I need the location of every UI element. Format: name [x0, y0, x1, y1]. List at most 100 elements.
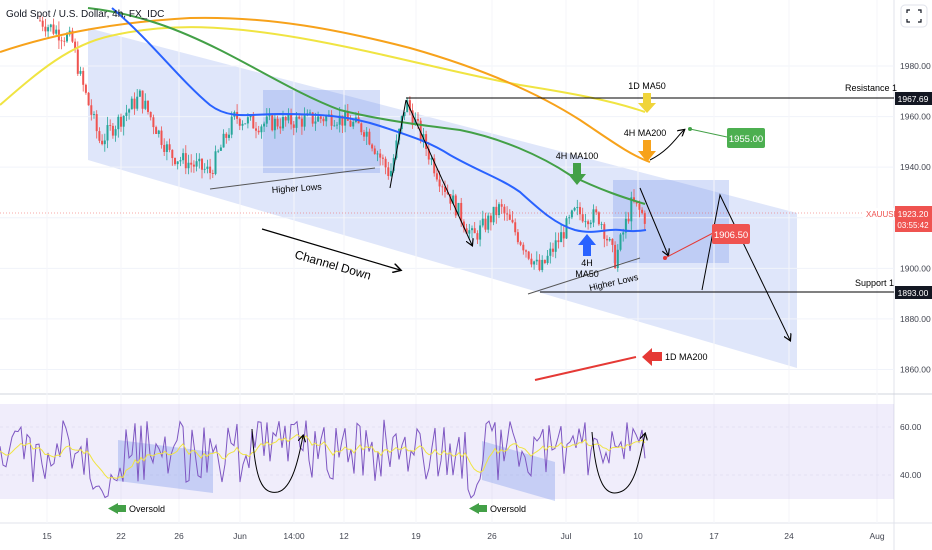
candle-body	[508, 214, 511, 220]
candle-body	[87, 92, 90, 106]
oversold-arrow-tail-1	[118, 505, 126, 512]
candle-body	[395, 140, 398, 158]
price-grid	[0, 65, 894, 370]
candle-body	[411, 110, 414, 126]
time-tick-label: 12	[339, 531, 349, 541]
candle-body	[144, 100, 147, 109]
candle-body	[457, 202, 460, 216]
candle-body	[533, 261, 536, 265]
swing-down-arrow	[405, 99, 472, 245]
ma-1d50-line	[0, 26, 646, 113]
ma-4h50-line	[111, 7, 647, 233]
candle-body	[184, 153, 187, 169]
candle-body	[473, 228, 476, 234]
candle-body	[422, 134, 425, 140]
candle-body	[500, 204, 503, 207]
fullscreen-icon[interactable]	[900, 4, 928, 28]
candle-body	[165, 144, 168, 152]
time-tick-label: 26	[174, 531, 184, 541]
candle-body	[481, 218, 484, 226]
candle-body	[49, 24, 52, 28]
higher-lows-label-1: Higher Lows	[271, 181, 322, 194]
rsi-curve-2	[591, 432, 645, 494]
candle-body	[317, 116, 320, 122]
projection-value: 1906.50	[714, 230, 748, 241]
ma-4h200-line	[0, 16, 651, 163]
last-price-badge	[895, 206, 932, 232]
candle-body	[174, 158, 176, 165]
rsi-line	[0, 419, 646, 499]
candle-body	[581, 214, 584, 222]
oversold-label-2: Oversold	[490, 504, 526, 514]
candle-body	[579, 207, 581, 215]
candle-body	[157, 130, 160, 135]
ma-4h50-label-2: MA50	[575, 269, 599, 279]
candle-body	[217, 150, 220, 152]
candle-body	[263, 123, 266, 127]
candle-body	[257, 130, 260, 133]
rsi-tick-label: 40.00	[900, 470, 922, 480]
time-tick-label: 19	[411, 531, 421, 541]
candle-body	[441, 186, 444, 188]
candle-body	[387, 167, 390, 176]
price-tick-label: 1940.00	[900, 162, 931, 172]
candle-body	[627, 218, 630, 222]
candle-body	[152, 117, 155, 128]
candle-body	[516, 232, 519, 243]
candle-body	[39, 20, 41, 22]
candle-body	[568, 217, 571, 219]
candle-body	[333, 125, 336, 127]
candle-body	[74, 41, 77, 50]
candle-body	[597, 212, 600, 225]
candle-body	[363, 132, 365, 137]
candle-body	[541, 259, 544, 271]
candle-body	[295, 116, 298, 128]
candle-body	[641, 209, 644, 214]
ma-1d50-label: 1D MA50	[628, 81, 666, 91]
candle-body	[276, 118, 279, 127]
time-tick-label: Jul	[561, 531, 572, 541]
candle-body	[487, 215, 490, 230]
candle-body	[214, 151, 217, 174]
projection-red-line	[664, 231, 716, 259]
ma-1d200-arrow-icon	[642, 348, 662, 366]
candle-body	[128, 109, 131, 113]
candle-body	[611, 238, 614, 245]
candle-body	[589, 222, 592, 225]
candle-body	[130, 98, 133, 110]
ma-4h50-label-1: 4H	[581, 258, 593, 268]
time-tick-label: Jun	[233, 531, 247, 541]
candle-body	[489, 215, 492, 223]
candle-body	[209, 166, 212, 173]
candle-body	[109, 125, 112, 126]
candle-body	[120, 116, 122, 127]
candle-body	[506, 213, 509, 215]
candle-body	[273, 118, 276, 131]
candle-body	[311, 112, 314, 124]
price-tick-label: 1960.00	[900, 112, 931, 122]
candle-body	[616, 249, 619, 269]
candle-body	[117, 116, 120, 130]
candle-body	[206, 166, 209, 169]
candle-body	[303, 115, 306, 127]
time-axis: 15 22 26 Jun 14:00 12 19 26 Jul 10 17 24 Aug	[42, 531, 885, 541]
candle-body	[219, 147, 222, 151]
consolidation-box-2	[613, 180, 729, 263]
ma-4h100-label: 4H MA100	[556, 151, 599, 161]
candle-body	[149, 111, 152, 118]
time-tick-label: Aug	[869, 531, 884, 541]
candle-body	[630, 197, 633, 222]
symbol-badge	[863, 208, 894, 220]
channel-arrow	[261, 228, 400, 270]
candle-body	[260, 126, 263, 133]
candle-body	[79, 70, 82, 74]
rsi-axis: 60.00 40.00	[900, 422, 922, 480]
candle-body	[238, 118, 241, 126]
candle-body	[249, 115, 252, 118]
candle-body	[522, 244, 525, 251]
candle-body	[408, 100, 411, 111]
candle-body	[190, 162, 193, 165]
candle-body	[519, 242, 522, 245]
ma-4h200-label: 4H MA200	[624, 128, 667, 138]
